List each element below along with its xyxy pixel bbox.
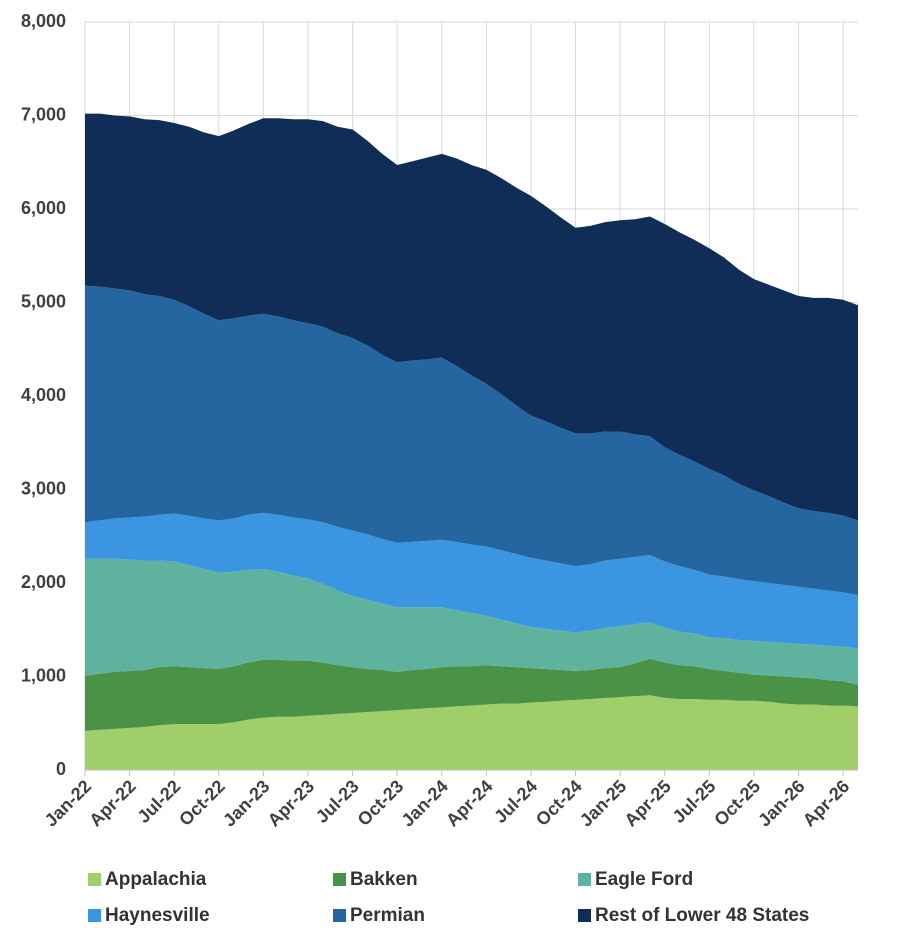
legend-swatch xyxy=(88,873,101,886)
x-tick-label: Apr-26 xyxy=(799,776,853,830)
y-tick-label: 4,000 xyxy=(21,385,66,405)
y-tick-label: 8,000 xyxy=(21,11,66,31)
x-tick-label: Jan-26 xyxy=(754,776,808,830)
x-tick-label: Jul-25 xyxy=(669,776,720,827)
area xyxy=(85,695,858,770)
x-tick-label: Apr-25 xyxy=(620,776,674,830)
x-tick-label: Apr-24 xyxy=(442,776,496,830)
y-tick-label: 2,000 xyxy=(21,572,66,592)
y-tick-label: 3,000 xyxy=(21,478,66,498)
legend-swatch xyxy=(578,909,591,922)
x-tick-label: Oct-25 xyxy=(710,776,764,830)
legend-label: Haynesville xyxy=(105,905,210,926)
area xyxy=(85,512,858,649)
legend-swatch xyxy=(578,873,591,886)
area xyxy=(85,558,858,685)
y-tick-label: 7,000 xyxy=(21,104,66,124)
legend: Appalachia Bakken Eagle Ford Haynesville Per… xyxy=(88,869,809,926)
legend-label: Eagle Ford xyxy=(595,869,693,890)
x-tick-label: Jan-22 xyxy=(41,776,95,830)
x-tick-label: Jul-24 xyxy=(490,776,541,827)
x-tick-label: Jan-24 xyxy=(397,776,451,830)
legend-label: Permian xyxy=(350,905,425,926)
area xyxy=(85,285,858,596)
x-tick-label: Jan-25 xyxy=(576,776,630,830)
area xyxy=(85,658,858,731)
legend-label: Rest of Lower 48 States xyxy=(595,905,809,926)
x-tick-label: Apr-23 xyxy=(264,776,318,830)
legend-swatch xyxy=(88,909,101,922)
y-tick-label: 6,000 xyxy=(21,198,66,218)
legend-swatch xyxy=(333,909,346,922)
area xyxy=(85,113,858,521)
x-tick-label: Oct-23 xyxy=(354,776,408,830)
y-tick-label: 1,000 xyxy=(21,665,66,685)
y-tick-label: 5,000 xyxy=(21,291,66,311)
legend-label: Bakken xyxy=(350,869,418,890)
x-tick-label: Oct-24 xyxy=(532,776,586,830)
x-tick-label: Jul-22 xyxy=(133,776,184,827)
x-tick-label: Jul-23 xyxy=(312,776,363,827)
legend-label: Appalachia xyxy=(105,869,207,890)
y-tick-label: 0 xyxy=(56,759,66,779)
x-tick-label: Apr-22 xyxy=(85,776,139,830)
x-tick-label: Oct-22 xyxy=(175,776,229,830)
x-tick-label: Jan-23 xyxy=(219,776,273,830)
legend-swatch xyxy=(333,873,346,886)
